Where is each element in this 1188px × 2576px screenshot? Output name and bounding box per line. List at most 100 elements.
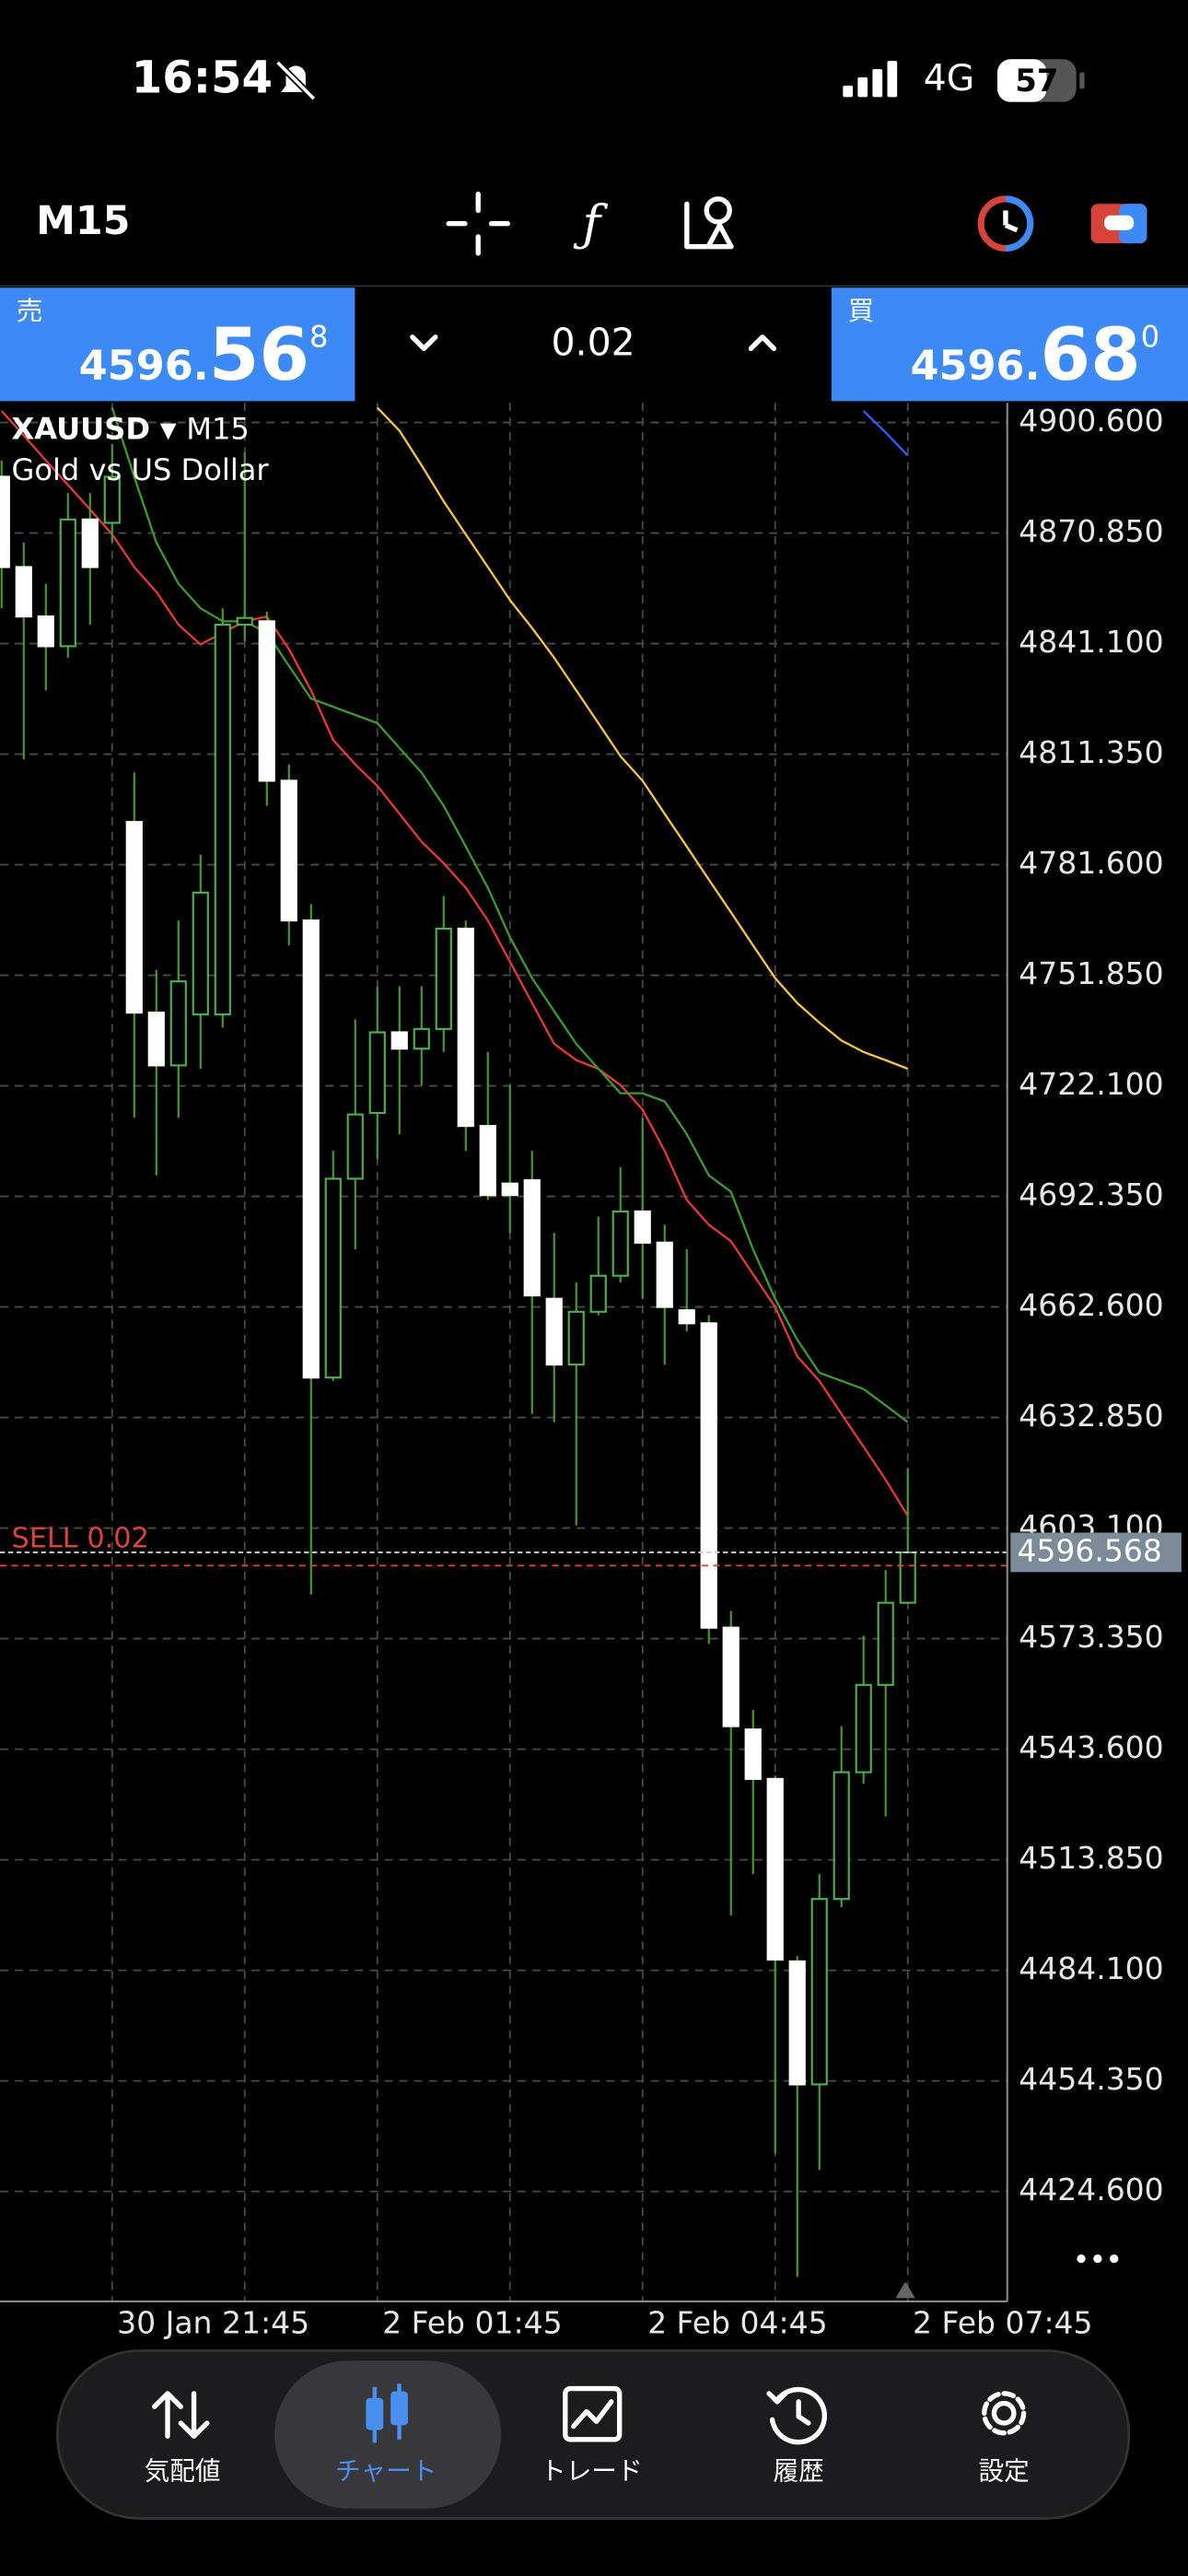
y-tick-label: 4662.600	[1019, 1287, 1163, 1323]
y-tick-label: 4900.600	[1019, 403, 1163, 439]
battery-icon: 57	[997, 59, 1085, 102]
lot-size[interactable]: 0.02	[551, 321, 635, 365]
candle-body	[390, 1031, 408, 1050]
objects-button[interactable]	[684, 196, 734, 250]
x-tick-label: 2 Feb 07:45	[913, 2304, 1093, 2340]
crosshair-button[interactable]	[446, 191, 511, 256]
active-tab-background	[274, 2360, 502, 2509]
candle-body	[567, 1310, 585, 1366]
y-tick-label: 4781.600	[1019, 845, 1163, 881]
timeframe-button[interactable]: M15	[36, 198, 130, 244]
candle-body	[766, 1777, 784, 1961]
y-tick-label: 4484.100	[1019, 1950, 1163, 1986]
candle-body	[810, 1898, 828, 2086]
candle-body	[479, 1125, 496, 1197]
network: 4G	[924, 58, 974, 100]
candle-body	[258, 620, 275, 782]
x-tick-label: 2 Feb 04:45	[647, 2304, 828, 2340]
candle-body	[722, 1626, 740, 1727]
tab-chart[interactable]: チャート	[335, 2383, 437, 2487]
candle-body	[435, 927, 452, 1030]
tab-history[interactable]: 履歴	[766, 2386, 827, 2487]
candle-body	[59, 518, 76, 648]
tab-label: チャート	[335, 2456, 437, 2487]
candle-body	[501, 1182, 518, 1197]
y-tick-label: 4722.100	[1019, 1066, 1163, 1102]
indicator-line	[376, 406, 909, 1071]
y-tick-label: 4454.350	[1019, 2061, 1163, 2097]
lot-increase[interactable]	[748, 334, 777, 351]
tab-quotes[interactable]: 気配値	[145, 2391, 221, 2487]
y-tick-label: 4692.350	[1019, 1177, 1163, 1212]
price-tag	[1010, 1532, 1182, 1573]
y-tick-label: 4632.850	[1019, 1398, 1163, 1434]
indicator-line	[0, 410, 909, 1516]
candle-body	[192, 891, 209, 1016]
chart: 4900.600 4870.850 4841.100 4811.350 4781.600…	[0, 403, 1182, 2340]
candle-body	[523, 1178, 541, 1297]
candle-body	[125, 821, 143, 1014]
symbol-description: Gold vs US Dollar	[11, 452, 269, 487]
y-tick-label: 4513.850	[1019, 1840, 1163, 1876]
candle-body	[0, 475, 10, 568]
candle-body	[545, 1297, 563, 1366]
candle-body	[368, 1031, 386, 1115]
candle-body	[169, 980, 187, 1067]
candle-body	[236, 616, 253, 626]
y-tick-label: 4543.600	[1019, 1729, 1163, 1765]
symbol-line: XAUUSD ▼ M15	[11, 412, 249, 447]
trade-panel: 売 4596.568 0.02 買 4596.680	[0, 285, 1188, 402]
y-tick-label: 4751.850	[1019, 955, 1163, 991]
candle-body	[788, 1960, 806, 2086]
trade-mode-icon[interactable]	[1090, 204, 1147, 244]
y-tick-label: 4870.850	[1019, 513, 1163, 549]
y-tick-label: 4424.600	[1019, 2172, 1163, 2207]
tab-bar: 気配値 チャート トレード 履歴 設定	[56, 2349, 1131, 2520]
candle-body	[656, 1241, 673, 1308]
tab-label: 設定	[979, 2456, 1030, 2487]
indicator-line	[862, 410, 909, 457]
shift-marker	[895, 2281, 915, 2299]
candle-body	[81, 518, 99, 568]
candle-body	[589, 1274, 607, 1313]
candle-body	[346, 1113, 364, 1180]
candle-body	[280, 779, 297, 922]
candle-body	[413, 1027, 430, 1050]
candle-body	[744, 1728, 762, 1780]
signal-icon	[843, 61, 898, 98]
candle-body	[214, 623, 231, 1016]
chart-menu[interactable]	[1077, 2254, 1119, 2264]
candle-body	[899, 1551, 916, 1604]
lot-decrease[interactable]	[410, 334, 438, 351]
tab-label: トレード	[541, 2456, 643, 2487]
candle-body	[700, 1322, 717, 1629]
sell-label: 売	[17, 296, 43, 326]
x-tick-label: 2 Feb 01:45	[382, 2304, 563, 2340]
sell-price: 4596.568	[79, 312, 329, 397]
y-tick-label: 4841.100	[1019, 624, 1163, 660]
tab-trade[interactable]: トレード	[541, 2385, 643, 2487]
sell-button[interactable]	[0, 287, 355, 402]
candle-body	[634, 1210, 651, 1244]
tab-label: 履歴	[773, 2456, 823, 2487]
axis-labels: 4900.600 4870.850 4841.100 4811.350 4781.600…	[11, 403, 1182, 2340]
candle-body	[302, 919, 320, 1379]
candle-body	[877, 1601, 894, 1686]
candle-body	[611, 1210, 629, 1277]
candle-body	[678, 1309, 695, 1325]
buy-price: 4596.680	[910, 312, 1159, 397]
grid	[0, 403, 1007, 2301]
candle-body	[147, 1012, 165, 1067]
account-icon[interactable]	[977, 195, 1034, 252]
candle-body	[15, 566, 32, 618]
toolbar: M15 ƒ	[36, 191, 1147, 256]
candle-body	[833, 1771, 850, 1901]
plot-area	[0, 406, 1007, 2277]
tab-settings[interactable]: 設定	[979, 2391, 1030, 2487]
current-price: 4596.568	[1017, 1532, 1161, 1568]
y-tick-label: 4573.350	[1019, 1619, 1163, 1655]
buy-button[interactable]	[831, 287, 1188, 402]
candle-body	[37, 615, 54, 648]
candle-body	[457, 927, 474, 1128]
